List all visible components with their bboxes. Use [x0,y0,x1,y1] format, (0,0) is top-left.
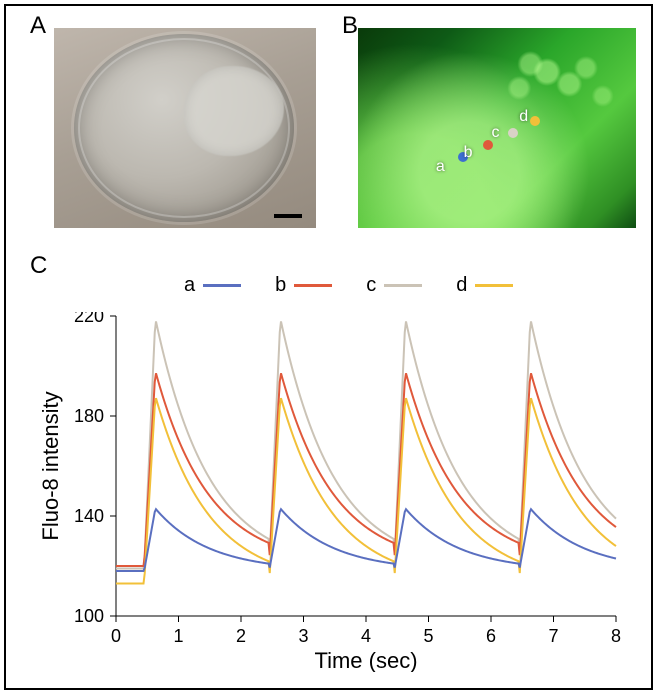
panel-a-image [54,28,316,228]
panel-b-image: a bc d [358,28,636,228]
legend-label: b [275,274,286,297]
svg-text:6: 6 [486,626,496,646]
marker-label-c: c [491,124,499,142]
petri-dish [74,34,294,222]
legend-swatch [384,284,422,287]
figure-frame: A B abcd C abcd 100140180220012345678Tim… [4,4,653,690]
fluo8-chart: 100 140 180 220 0 1 2 3 4 5 6 7 8 Time (sec) Fluo-8 in… [34,312,626,672]
svg-text:3: 3 [298,626,308,646]
marker-d [530,116,540,126]
svg-text:100: 100 [74,606,104,626]
legend-swatch [203,284,241,287]
marker-label-b: b [464,144,473,162]
panel-b-label: B [342,12,358,40]
svg-text:0: 0 [111,626,121,646]
legend-item-d: d [456,274,513,297]
marker-label-d: d [519,108,528,126]
svg-text:180: 180 [74,406,104,426]
trace-c [116,321,616,568]
legend-label: c [366,274,376,297]
legend-item-a: a [184,274,241,297]
panel-c-container: a b c d 100 140 180 220 0 1 2 3 4 5 6 7 8 Time (sec) Fluo… [34,264,640,680]
trace-d [116,398,616,583]
legend-label: d [456,274,467,297]
svg-text:Fluo-8 intensity: Fluo-8 intensity [38,391,63,540]
legend-swatch [475,284,513,287]
svg-text:4: 4 [361,626,371,646]
marker-c [508,128,518,138]
svg-text:140: 140 [74,506,104,526]
svg-text:220: 220 [74,312,104,326]
svg-text:2: 2 [236,626,246,646]
panel-a-label: A [30,12,46,40]
scale-bar [274,214,302,218]
legend-item-c: c [366,274,422,297]
svg-text:Time (sec): Time (sec) [314,648,417,672]
legend-label: a [184,274,195,297]
chart-legend: a b c d [184,274,513,297]
legend-item-b: b [275,274,332,297]
svg-text:7: 7 [548,626,558,646]
trace-b [116,373,616,566]
legend-swatch [294,284,332,287]
svg-text:1: 1 [173,626,183,646]
marker-label-a: a [436,158,445,176]
svg-text:8: 8 [611,626,621,646]
svg-text:5: 5 [423,626,433,646]
